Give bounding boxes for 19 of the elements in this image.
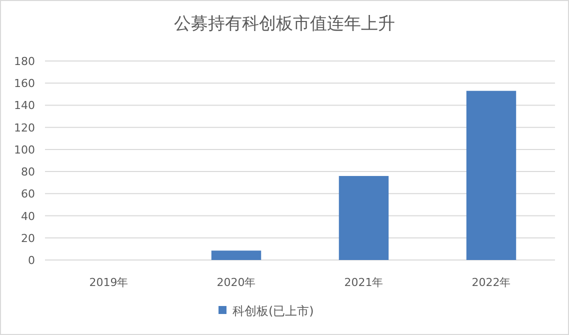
y-tick-label: 40 [21, 210, 35, 223]
y-tick-label: 140 [14, 99, 35, 112]
y-tick-label: 80 [21, 166, 35, 179]
x-tick-label: 2022年 [472, 276, 511, 289]
x-tick-label: 2019年 [89, 276, 128, 289]
y-tick-label: 0 [28, 254, 35, 267]
bar [466, 90, 516, 260]
bar [211, 250, 262, 260]
y-tick-label: 60 [21, 188, 35, 201]
y-tick-label: 160 [14, 77, 35, 90]
y-tick-label: 180 [14, 55, 35, 68]
y-tick-label: 120 [14, 121, 35, 134]
chart-title: 公募持有科创板市值连年上升 [174, 14, 395, 34]
bar [338, 176, 389, 260]
y-tick-label: 100 [14, 143, 35, 156]
x-tick-label: 2021年 [344, 276, 384, 289]
legend-label: 科创板(已上市) [232, 304, 314, 318]
y-tick-label: 20 [21, 232, 35, 245]
x-tick-label: 2020年 [216, 276, 256, 289]
